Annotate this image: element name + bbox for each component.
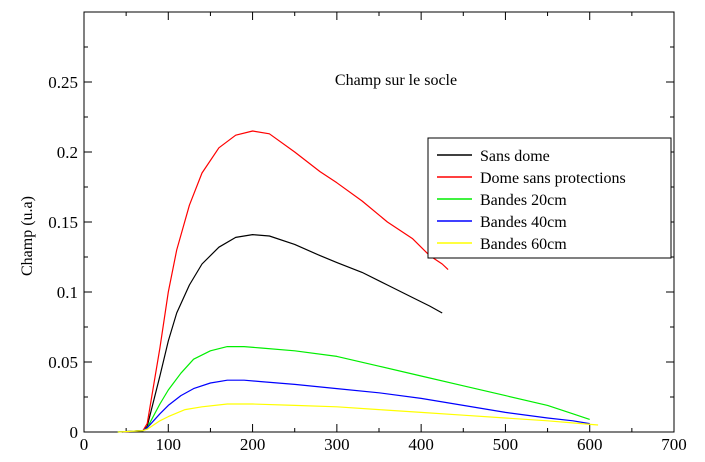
x-tick-label: 500 [493,435,519,454]
x-axis-ticks: 0 100 200 300 400 500 600 700 [80,12,687,454]
y-tick-label: 0 [70,423,79,442]
series-line-1 [121,234,443,433]
legend: Sans dome Dome sans protections Bandes 20c… [427,137,672,259]
x-tick-label: 600 [577,435,603,454]
x-tick-label: 200 [240,435,266,454]
x-tick-label: 100 [156,435,182,454]
series-line-3 [117,346,590,433]
legend-label: Sans dome [480,148,550,165]
y-tick-label: 0.2 [57,143,78,162]
y-axis-ticks: 0 0.05 0.1 0.15 0.2 0.25 [48,46,674,442]
x-tick-label: 400 [408,435,434,454]
series-layer [117,130,599,433]
x-tick-label: 300 [324,435,350,454]
y-axis-title: Champ (u.a) [19,196,36,276]
legend-label: Bandes 20cm [480,192,567,209]
legend-label: Dome sans protections [480,170,626,187]
y-tick-label: 0.05 [48,353,78,372]
series-line-4 [117,379,590,433]
y-tick-label: 0.15 [48,213,78,232]
legend-label: Bandes 60cm [480,236,567,253]
x-tick-label: 0 [80,435,89,454]
y-tick-label: 0.25 [48,73,78,92]
x-tick-label: 700 [661,435,687,454]
legend-label: Bandes 40cm [480,214,567,231]
chart-annotation: Champ sur le socle [335,72,457,89]
series-line-2 [121,130,449,433]
legend-box [427,137,672,259]
series-line-5 [117,403,599,433]
y-tick-label: 0.1 [57,283,78,302]
